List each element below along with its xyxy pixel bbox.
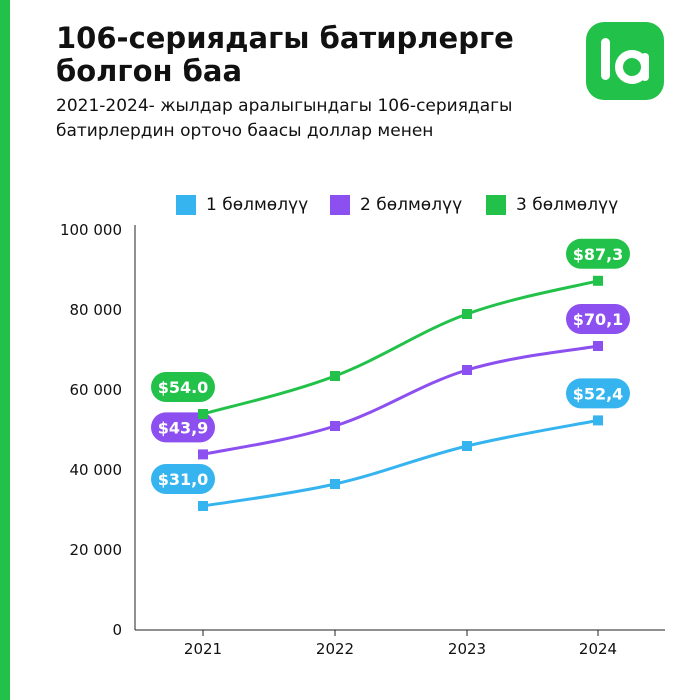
data-label: $87,3 [573, 245, 624, 264]
x-tick-label: 2024 [579, 640, 617, 658]
data-point-marker [198, 409, 208, 419]
y-tick-label: 60 000 [70, 381, 123, 399]
legend-swatch [176, 195, 196, 215]
y-tick-label: 20 000 [70, 541, 123, 559]
data-point-marker [330, 421, 340, 431]
y-tick-label: 40 000 [70, 461, 123, 479]
data-point-marker [593, 341, 603, 351]
legend-swatch [330, 195, 350, 215]
x-tick-label: 2021 [184, 640, 222, 658]
legend-label: 1 бөлмөлүү [206, 195, 309, 215]
la-logo-icon [586, 22, 664, 100]
data-point-marker [330, 479, 340, 489]
page-subtitle: 2021-2024- жылдар аралыгындагы 106-серия… [56, 96, 513, 141]
data-label-pill [151, 464, 215, 494]
y-tick-label: 0 [112, 621, 122, 639]
data-label: $43,9 [158, 418, 209, 437]
legend-swatch [486, 195, 506, 215]
legend-item: 3 бөлмөлүү [486, 192, 618, 218]
data-point-marker [593, 275, 603, 286]
data-point-marker [330, 371, 340, 381]
series-line [202, 418, 599, 508]
legend-label: 3 бөлмөлүү [516, 195, 619, 215]
data-point-marker [593, 415, 603, 426]
data-label: $31,0 [158, 470, 209, 489]
data-label-pill [151, 412, 215, 443]
data-label-pill [566, 238, 630, 269]
legend-label: 2 бөлмөлүү [360, 195, 463, 215]
chart-legend: 1 бөлмөлүү 2 бөлмөлүү 3 бөлмөлүү [0, 192, 700, 218]
y-tick-label: 80 000 [70, 301, 123, 319]
series-line [202, 344, 599, 456]
x-tick-label: 2023 [448, 640, 486, 658]
accent-side-bar [0, 0, 10, 700]
data-label: $54.0 [158, 378, 209, 397]
x-tick-label: 2022 [316, 640, 354, 658]
y-tick-label: 100 000 [60, 221, 122, 239]
legend-item: 1 бөлмөлүү [176, 192, 308, 218]
data-point-marker [198, 449, 208, 460]
page-title: 106-сериядагы батирлерге болгон баа [56, 21, 514, 88]
legend-item: 2 бөлмөлүү [330, 192, 462, 218]
data-point-marker [462, 309, 472, 319]
series-line [202, 279, 599, 416]
data-point-marker [462, 441, 472, 451]
data-label-pill [151, 372, 215, 402]
data-label: $70,1 [573, 310, 624, 329]
data-point-marker [462, 365, 472, 375]
data-label: $52,4 [573, 384, 624, 403]
data-point-marker [198, 501, 208, 511]
data-label-pill [566, 378, 630, 409]
data-label-pill [566, 304, 630, 334]
